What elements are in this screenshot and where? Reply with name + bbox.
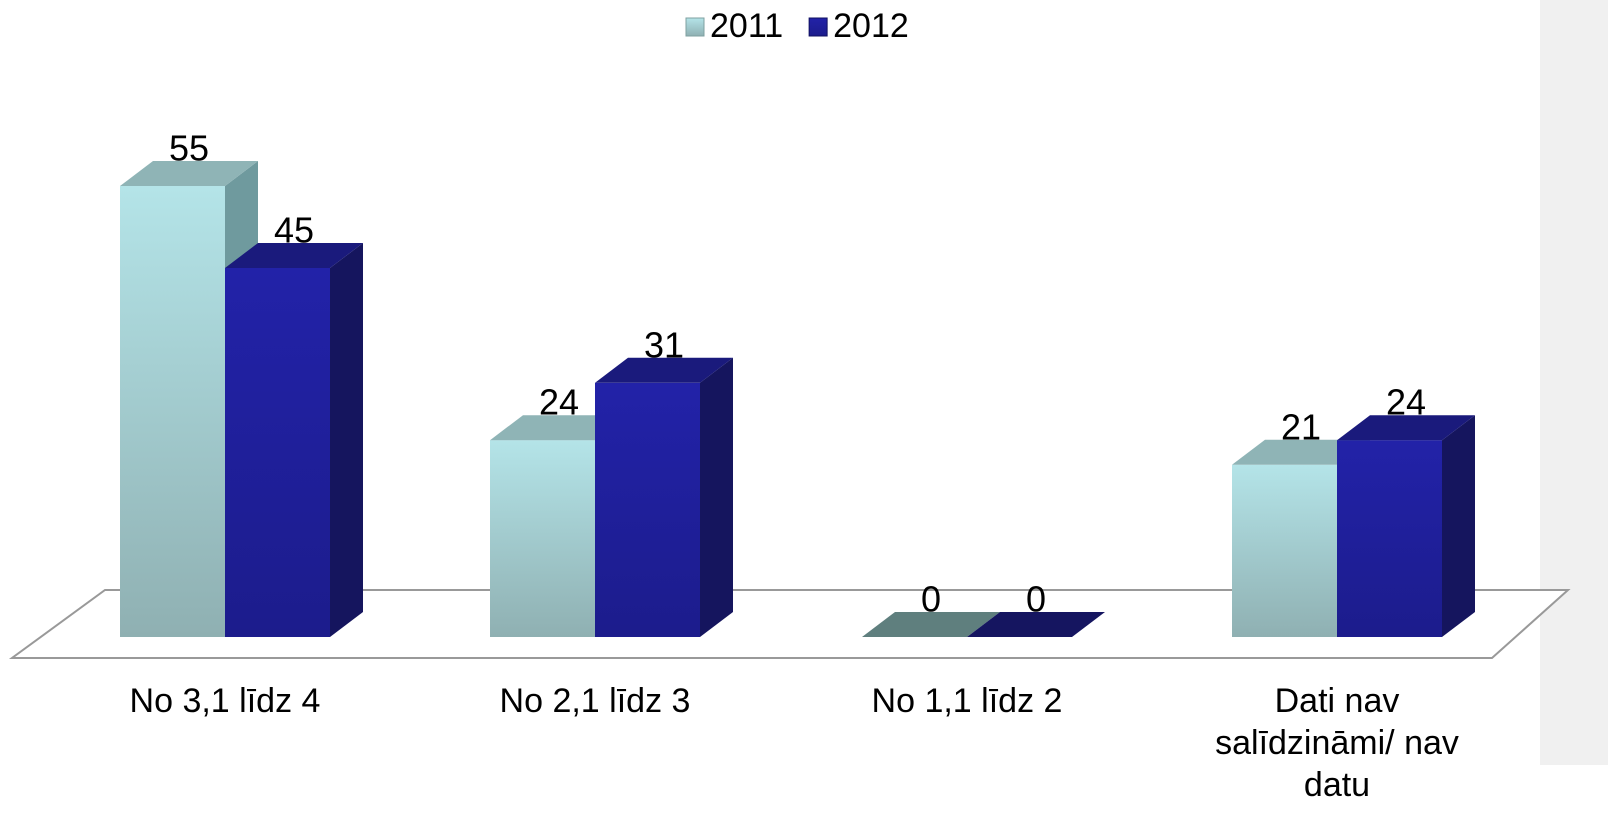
bar-side <box>330 243 363 637</box>
bar-top <box>120 161 258 186</box>
bar <box>862 612 1000 637</box>
bar-front <box>1232 464 1337 637</box>
bar-top <box>862 612 1000 637</box>
bar-front <box>1337 440 1442 637</box>
x-tick-label: No 3,1 līdz 4 <box>129 682 321 720</box>
bar-top <box>225 243 363 268</box>
bar-front <box>120 186 225 637</box>
bar-top <box>490 415 628 441</box>
bar-front <box>595 382 700 637</box>
data-label: 55 <box>169 128 209 169</box>
bar <box>1337 415 1475 637</box>
legend-swatch <box>685 17 705 37</box>
legend-swatch <box>808 17 828 37</box>
data-label: 31 <box>644 324 684 365</box>
bar-side <box>700 357 733 637</box>
bar-top <box>967 612 1105 637</box>
x-tick-label: Dati nav salīdzināmi/ nav datu <box>1215 682 1459 804</box>
bar-top <box>1337 415 1475 441</box>
data-label: 0 <box>1026 579 1046 620</box>
data-label: 24 <box>539 382 579 423</box>
data-label: 45 <box>274 210 314 251</box>
legend-label: 2012 <box>833 7 909 45</box>
bar-front <box>490 440 595 637</box>
legend-label: 2011 <box>710 7 783 45</box>
bar <box>595 357 733 637</box>
x-tick-label: No 1,1 līdz 2 <box>871 682 1063 720</box>
bar-top <box>1232 439 1370 465</box>
side-panel <box>1540 0 1608 765</box>
bar-side <box>1442 415 1475 637</box>
bar-top <box>595 357 733 383</box>
bar <box>225 243 363 637</box>
data-label: 24 <box>1386 382 1426 423</box>
bar-front <box>225 268 330 637</box>
floor <box>8 589 1571 659</box>
data-label: 0 <box>921 579 941 620</box>
bar <box>967 612 1105 637</box>
x-tick-label: No 2,1 līdz 3 <box>499 682 691 720</box>
data-label: 21 <box>1281 406 1321 447</box>
